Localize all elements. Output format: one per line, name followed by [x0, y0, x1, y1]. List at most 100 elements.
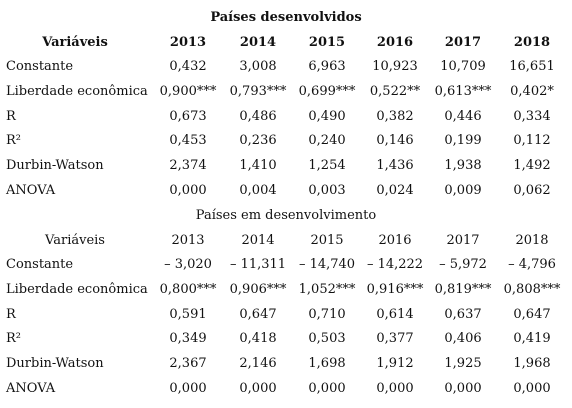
row-label: Liberdade econômica — [6, 281, 148, 297]
column-header: 2016 — [376, 35, 414, 50]
row-label: Durbin-Watson — [6, 158, 104, 174]
section-title: Países em desenvolvimento — [195, 208, 377, 223]
cell-value: 0,793*** — [229, 83, 287, 99]
cell-value: 0,062 — [513, 183, 551, 198]
cell-value: 0,240 — [308, 133, 346, 149]
cell-value: 0,349 — [169, 331, 207, 347]
column-header: Variáveis — [45, 233, 105, 248]
cell-value: 1,410 — [239, 158, 277, 174]
column-header: 2014 — [241, 233, 275, 248]
cell-value: 0,236 — [239, 133, 277, 149]
column-header: 2013 — [169, 35, 207, 50]
column-header: 2015 — [310, 233, 344, 248]
cell-value: 0,900*** — [159, 83, 217, 99]
cell-value: 1,938 — [444, 158, 482, 174]
cell-value: 0,637 — [444, 306, 482, 322]
cell-value: 0,112 — [513, 133, 551, 149]
cell-value: – 14,222 — [366, 257, 424, 272]
cell-value: 0,432 — [169, 59, 207, 74]
cell-value: 6,963 — [308, 59, 346, 74]
cell-value: 0,613*** — [434, 83, 492, 99]
row-label: R² — [6, 133, 21, 149]
cell-value: 3,008 — [239, 59, 277, 74]
column-header: 2016 — [378, 233, 412, 248]
cell-value: 0,819*** — [434, 281, 492, 297]
cell-value: 0,916*** — [366, 281, 424, 297]
cell-value: 1,968 — [513, 356, 551, 372]
cell-value: 0,146 — [376, 133, 414, 149]
column-header: 2018 — [513, 35, 551, 50]
cell-value: 0,800*** — [159, 281, 217, 297]
column-header: 2013 — [171, 233, 205, 248]
cell-value: 0,334 — [513, 108, 551, 124]
cell-value: 1,436 — [376, 158, 414, 174]
cell-value: 0,710 — [308, 306, 346, 322]
cell-value: 0,000 — [376, 381, 414, 396]
cell-value: 0,446 — [444, 108, 482, 124]
cell-value: 0,522** — [369, 83, 421, 99]
cell-value: 1,492 — [513, 158, 551, 174]
cell-value: 0,000 — [308, 381, 346, 396]
cell-value: 0,382 — [376, 108, 414, 124]
cell-value: 1,925 — [444, 356, 482, 372]
cell-value: 0,024 — [376, 183, 414, 198]
cell-value: 1,052*** — [298, 281, 356, 297]
cell-value: 0,906*** — [229, 281, 287, 297]
row-label: R² — [6, 331, 21, 347]
cell-value: 0,591 — [169, 306, 207, 322]
row-label: R — [6, 306, 16, 322]
column-header: 2015 — [308, 35, 346, 50]
row-label: Constante — [6, 59, 74, 74]
section-title: Países desenvolvidos — [210, 10, 362, 25]
row-label: ANOVA — [6, 381, 56, 396]
cell-value: 0,003 — [308, 183, 346, 198]
cell-value: 0,009 — [444, 183, 482, 198]
cell-value: 0,000 — [444, 381, 482, 396]
cell-value: – 4,796 — [508, 257, 556, 272]
cell-value: 2,146 — [239, 356, 277, 372]
cell-value: 0,000 — [169, 183, 207, 198]
cell-value: – 11,311 — [229, 257, 287, 272]
cell-value: 0,406 — [444, 331, 482, 347]
cell-value: 0,453 — [169, 133, 207, 149]
row-label: R — [6, 108, 16, 124]
cell-value: 0,486 — [239, 108, 277, 124]
cell-value: 10,923 — [372, 59, 418, 74]
cell-value: – 14,740 — [298, 257, 356, 272]
cell-value: 0,004 — [239, 183, 277, 198]
cell-value: 0,418 — [239, 331, 277, 347]
cell-value: 16,651 — [509, 59, 555, 74]
column-header: 2017 — [444, 35, 482, 50]
column-header: 2018 — [515, 233, 549, 248]
cell-value: 0,377 — [376, 331, 414, 347]
cell-value: 0,199 — [444, 133, 482, 149]
cell-value: 0,503 — [308, 331, 346, 347]
cell-value: 0,647 — [239, 306, 277, 322]
cell-value: 2,374 — [169, 158, 207, 174]
cell-value: 0,000 — [239, 381, 277, 396]
cell-value: 0,808*** — [503, 281, 561, 297]
cell-value: 0,699*** — [298, 83, 356, 99]
cell-value: – 3,020 — [164, 257, 212, 272]
cell-value: 0,673 — [169, 108, 207, 124]
cell-value: 0,614 — [376, 306, 414, 322]
column-header: Variáveis — [42, 35, 108, 50]
row-label: Liberdade econômica — [6, 83, 148, 99]
row-label: Durbin-Watson — [6, 356, 104, 372]
cell-value: 0,402* — [510, 83, 554, 99]
cell-value: 10,709 — [440, 59, 486, 74]
cell-value: 0,000 — [169, 381, 207, 396]
cell-value: – 5,972 — [439, 257, 487, 272]
column-header: 2014 — [239, 35, 277, 50]
cell-value: 1,698 — [308, 356, 346, 372]
cell-value: 2,367 — [169, 356, 207, 372]
cell-value: 1,254 — [308, 158, 346, 174]
cell-value: 0,490 — [308, 108, 346, 124]
row-label: ANOVA — [6, 183, 56, 198]
cell-value: 0,000 — [513, 381, 551, 396]
cell-value: 1,912 — [376, 356, 414, 372]
cell-value: 0,419 — [513, 331, 551, 347]
column-header: 2017 — [446, 233, 480, 248]
cell-value: 0,647 — [513, 306, 551, 322]
